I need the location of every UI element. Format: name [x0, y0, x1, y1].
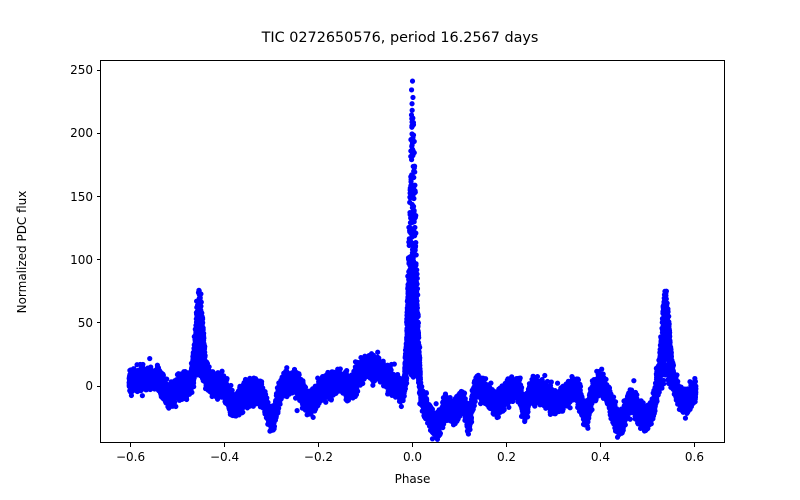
y-tick-label: 0: [85, 379, 93, 394]
x-axis-label: Phase: [394, 472, 431, 486]
y-tick-label: 200: [70, 126, 93, 141]
x-tick-mark: [317, 443, 320, 447]
y-tick-mark: [96, 132, 100, 134]
y-axis-label: Normalized PDC flux: [15, 190, 29, 313]
y-tick-mark: [96, 259, 100, 261]
x-tick-label: 0.4: [590, 450, 611, 464]
y-tick-mark: [96, 385, 100, 387]
x-tick-mark: [129, 443, 132, 447]
y-tick-mark: [96, 322, 100, 324]
y-tick-mark: [96, 69, 100, 71]
x-tick-label: 0.6: [684, 450, 704, 464]
y-tick-label: 150: [70, 189, 93, 204]
y-tick-label: 250: [70, 63, 93, 78]
x-tick-label: −0.2: [303, 450, 334, 464]
page-title: TIC 0272650576, period 16.2567 days: [261, 30, 539, 46]
x-tick-label: −0.4: [209, 450, 240, 464]
y-tick-label: 100: [70, 252, 93, 267]
x-tick-label: 0.0: [402, 450, 423, 464]
x-tick-mark: [411, 443, 414, 447]
data-points: [126, 78, 699, 442]
x-tick-mark: [599, 443, 601, 447]
x-tick-label: 0.2: [496, 450, 517, 464]
plot-axes: [100, 60, 725, 443]
x-tick-mark: [693, 443, 695, 447]
x-tick-label: −0.6: [115, 450, 146, 464]
x-tick-mark: [223, 443, 226, 447]
y-tick-label: 50: [77, 315, 93, 330]
x-tick-mark: [505, 443, 508, 447]
y-tick-mark: [96, 195, 100, 198]
scatter-plot-canvas: [126, 78, 699, 442]
